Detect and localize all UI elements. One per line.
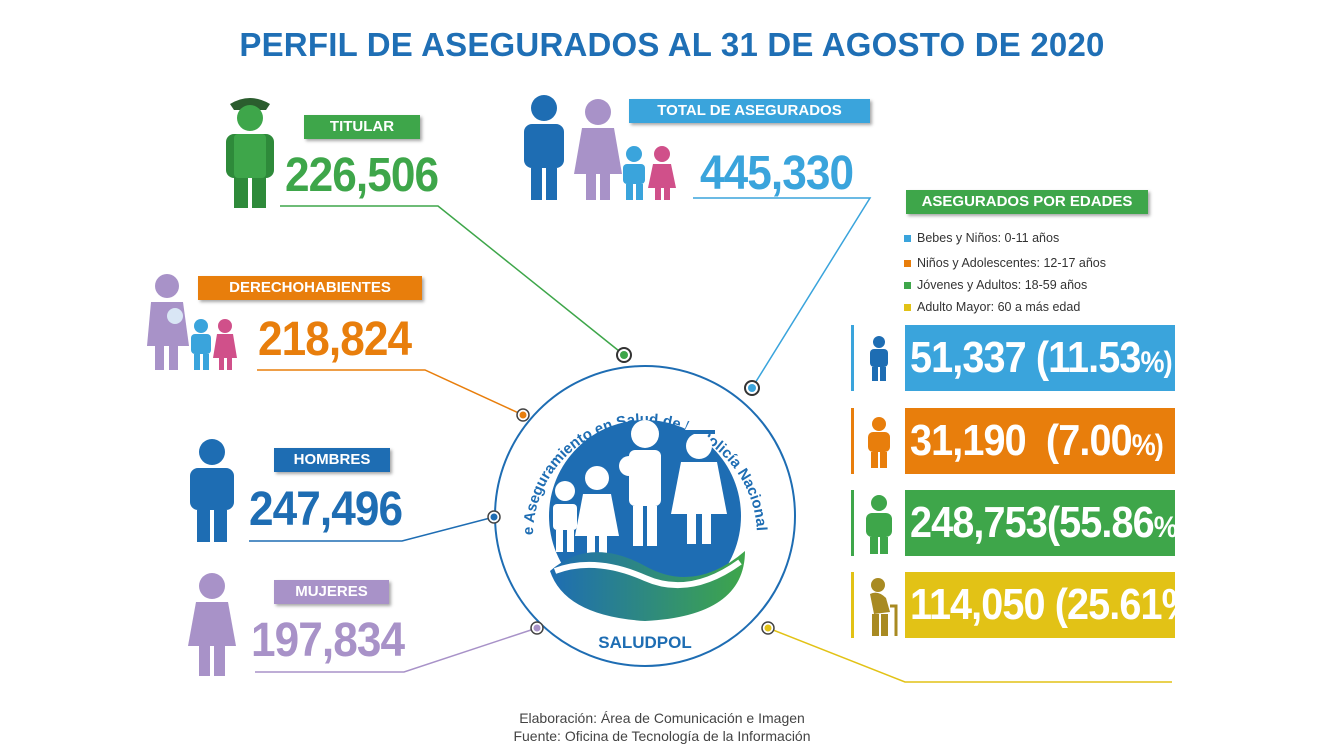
age-adulto-mayor-value: 114,050 (25.61%) <box>910 580 1209 629</box>
age-adultos-value: 248,753(55.86%) <box>910 498 1186 547</box>
saludpol-logo: Fondo de Aseguramiento en Salud de la Po… <box>495 366 770 652</box>
total-value: 445,330 <box>700 147 854 200</box>
age-group-bebes: 51,337 (11.53%) <box>851 325 1175 391</box>
family-icon <box>524 95 676 200</box>
derechohabientes-value: 218,824 <box>258 313 412 366</box>
legend-dot <box>904 235 911 243</box>
adult-icon <box>866 495 892 554</box>
mother-children-icon <box>147 274 237 370</box>
derechohabientes-label: DERECHOHABIENTES <box>198 276 422 300</box>
total-label: TOTAL DE ASEGURADOS <box>629 99 870 123</box>
mujeres-label: MUJERES <box>274 580 389 604</box>
woman-icon <box>188 573 236 676</box>
mujeres-value: 197,834 <box>251 614 405 667</box>
legend-item-adulto-mayor: Adulto Mayor: 60 a más edad <box>904 300 1080 314</box>
age-group-adolescentes: 31,190 (7.00%) <box>851 408 1175 474</box>
logo-brand: SALUDPOL <box>598 633 692 652</box>
age-bebes-value: 51,337 (11.53%) <box>910 333 1173 382</box>
legend-item-adultos: Jóvenes y Adultos: 18-59 años <box>904 278 1087 292</box>
elder-with-cane-icon <box>870 578 898 636</box>
titular-label: TITULAR <box>304 115 420 139</box>
legend-item-adolescentes: Niños y Adolescentes: 12-17 años <box>904 256 1106 270</box>
page-title: PERFIL DE ASEGURADOS AL 31 DE AGOSTO DE … <box>239 26 1105 63</box>
hombres-value: 247,496 <box>249 483 403 536</box>
titular-value: 226,506 <box>285 149 439 202</box>
age-group-adultos: 248,753(55.86%) <box>851 490 1186 556</box>
legend-dot <box>904 260 911 268</box>
man-icon <box>190 439 234 542</box>
edades-label: ASEGURADOS POR EDADES <box>906 190 1148 214</box>
hombres-label: HOMBRES <box>274 448 390 472</box>
age-adolescentes-value: 31,190 (7.00%) <box>910 416 1164 465</box>
legend-dot <box>904 304 911 312</box>
legend-item-bebes: Bebes y Niños: 0-11 años <box>904 231 1059 245</box>
police-officer-icon <box>226 98 274 208</box>
legend-dot <box>904 282 911 290</box>
teen-icon <box>868 417 890 468</box>
footer-fuente: Fuente: Oficina de Tecnología de la Info… <box>513 728 811 744</box>
footer-elaboracion: Elaboración: Área de Comunicación e Imag… <box>519 710 805 726</box>
baby-icon <box>870 336 888 381</box>
age-group-adulto-mayor: 114,050 (25.61%) <box>851 572 1209 638</box>
